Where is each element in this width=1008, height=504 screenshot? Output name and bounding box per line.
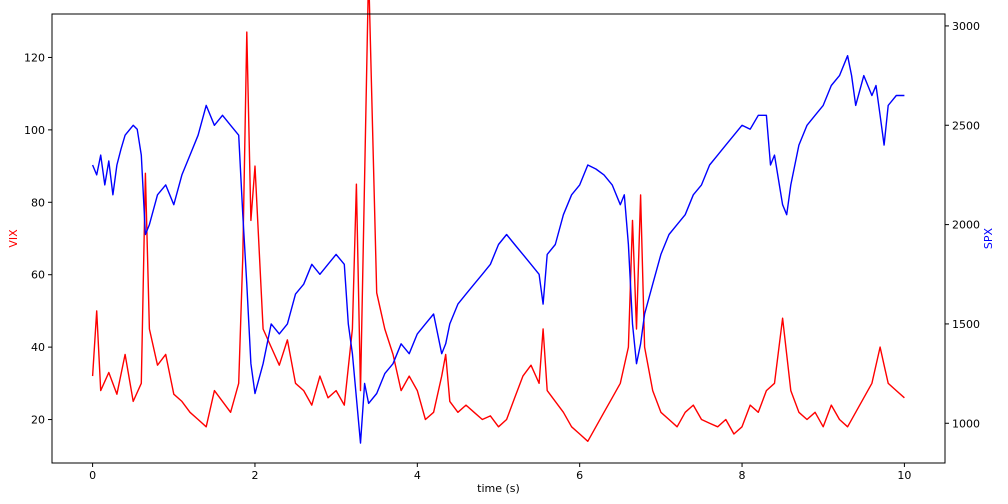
right-y-axis-label: SPX [982,227,995,249]
plot-frame [51,13,946,464]
left-y-tick-label: 100 [24,124,45,137]
x-axis-label: time (s) [477,482,520,495]
x-tick-label: 6 [576,469,583,482]
left-y-tick-label: 40 [31,341,45,354]
left-y-tick-label: 20 [31,414,45,427]
left-y-tick-label: 120 [24,51,45,64]
plot-area [91,0,905,444]
x-tick-label: 0 [89,469,96,482]
right-y-axis: 1000 1500 2000 2500 3000 [945,20,980,430]
x-tick-label: 10 [897,469,911,482]
right-y-tick-label: 2000 [952,219,980,232]
spx-series-line [91,55,905,444]
right-y-tick-label: 2500 [952,119,980,132]
x-tick-label: 2 [251,469,258,482]
left-y-axis-label: VIX [7,229,20,248]
x-tick-label: 4 [414,469,421,482]
right-y-tick-label: 1500 [952,318,980,331]
right-y-tick-label: 3000 [952,20,980,33]
right-y-tick-label: 1000 [952,417,980,430]
left-y-axis: 20 40 60 80 100 120 [24,51,52,427]
vix-series-line [91,0,905,442]
x-axis: 0 2 4 6 8 10 [89,463,911,482]
left-y-tick-label: 60 [31,269,45,282]
left-y-tick-label: 80 [31,196,45,209]
x-tick-label: 8 [739,469,746,482]
